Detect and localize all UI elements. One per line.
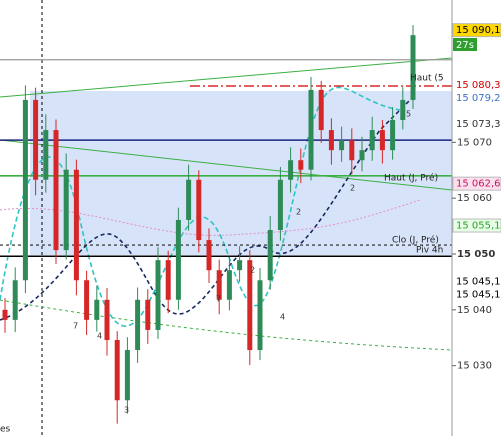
candle-body — [257, 280, 263, 351]
price-tag-box — [453, 91, 501, 105]
candle-body — [390, 120, 396, 151]
plot-area — [0, 0, 453, 436]
price-tag-box — [453, 117, 501, 131]
candle-body — [94, 299, 100, 320]
moving-average — [0, 299, 453, 351]
candle-body — [369, 130, 375, 151]
candle-body — [237, 260, 243, 271]
zone — [30, 90, 452, 256]
price-tag-box — [452, 218, 501, 233]
candle-body — [175, 219, 181, 300]
candle-body — [226, 270, 232, 300]
candle-body — [196, 179, 202, 241]
price-tag: 15 079,2 — [456, 93, 501, 104]
candle-body — [114, 339, 120, 401]
candle-body — [216, 270, 222, 300]
trend-line — [0, 139, 453, 191]
signal-label: 7 — [216, 295, 221, 304]
candle-body — [339, 140, 345, 151]
candle-body — [359, 150, 365, 161]
candle-body — [400, 99, 406, 121]
y-tick-label: 15 070 — [457, 137, 492, 148]
candle-body — [206, 240, 212, 271]
candle-body — [186, 179, 192, 220]
price-tag: 15 045,1 — [456, 289, 501, 300]
level-label: Haut (J, Pré) — [384, 173, 438, 184]
signal-label: 2 — [296, 208, 301, 217]
countdown: 27s — [456, 40, 474, 51]
price-tag: 15 045,1 — [456, 276, 501, 287]
countdown-box — [453, 38, 477, 51]
candle-body — [104, 299, 110, 340]
signal-label: 7 — [73, 322, 78, 331]
candle-body — [73, 169, 79, 281]
candle-body — [267, 230, 273, 281]
candle-body — [298, 160, 304, 170]
candle-body — [277, 179, 283, 231]
y-tick-label: 15 060 — [457, 193, 492, 204]
signal-label: 2 — [250, 266, 255, 275]
price-tag: 15 090,1 — [456, 25, 501, 36]
candle-body — [135, 299, 141, 351]
price-tag: 15 062,6 — [456, 179, 501, 190]
candle-body — [410, 35, 416, 100]
y-tick-label: 15 050 — [457, 249, 495, 260]
signal-label: 2 — [350, 184, 355, 193]
signal-label: 3 — [124, 406, 129, 415]
candle-body — [2, 309, 8, 320]
candle-body — [247, 260, 253, 351]
candle-body — [33, 99, 39, 180]
y-tick-label: 15 040 — [457, 305, 492, 316]
price-tag-box — [453, 287, 501, 301]
candle-body — [53, 130, 59, 251]
price-tag: 15 073,3 — [456, 119, 501, 130]
candle-body — [308, 89, 314, 170]
level-label: Clo (J, Pré) — [392, 235, 439, 246]
candle-body — [145, 299, 151, 330]
price-tag: 15 080,3 — [456, 80, 501, 91]
signal-label: 4 — [97, 332, 102, 341]
level-label: Piv 4h — [416, 246, 443, 256]
axis-bg — [452, 0, 501, 436]
trend-line — [0, 57, 453, 98]
price-tag-box — [453, 78, 501, 92]
candle-body — [379, 130, 385, 151]
candle-body — [22, 99, 28, 281]
price-tag-box — [453, 274, 501, 288]
candle-body — [165, 260, 171, 300]
price-tag-box — [452, 176, 501, 191]
y-tick-label: 15 030 — [457, 361, 492, 372]
cut-label: es — [0, 425, 11, 435]
price-tag-box — [452, 23, 501, 38]
signal-label: 4 — [280, 313, 285, 322]
candle-body — [12, 280, 18, 320]
candle-body — [349, 140, 355, 161]
candle-body — [288, 160, 294, 180]
candle-body — [155, 260, 161, 330]
candle-body — [124, 350, 130, 401]
candle-body — [63, 169, 69, 251]
moving-average — [0, 99, 411, 321]
candle-body — [318, 89, 324, 131]
candle-body — [43, 130, 49, 180]
candle-body — [328, 130, 334, 151]
signal-label: 5 — [406, 110, 411, 119]
price-tag: 15 055,1 — [456, 221, 501, 232]
level-label: Haut (5 — [410, 74, 444, 84]
candle-body — [84, 280, 90, 320]
